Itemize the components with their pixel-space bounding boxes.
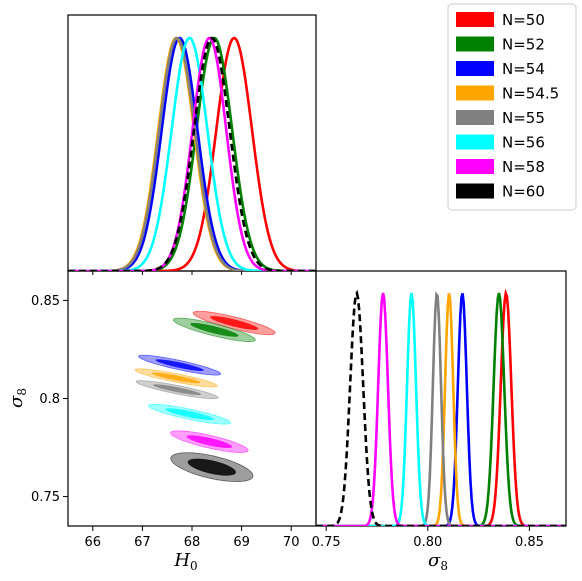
sigma8-curve-n-55 [316,291,566,526]
contour-inner-n-52 [190,322,239,337]
legend-label-n-54-5: N=54.5 [502,85,559,103]
panel-joint-H0-sigma8 [67,270,317,527]
H0-curve-n-60 [68,36,316,271]
x-axis-label-H0: H0 [173,550,197,573]
y-tick-label-sigma8: 0.85 [31,294,60,309]
contour-inner-n-50 [210,316,259,330]
H0-marginal-curves [68,36,316,271]
x-tick-label-H0: 69 [233,535,250,550]
contour-inner-n-54-5 [152,372,201,384]
legend-swatch-n-54 [456,61,494,76]
y-tick-label-sigma8: 0.75 [31,490,60,505]
sigma8-curve-n-54-5 [316,292,566,526]
legend-frame [447,3,577,211]
legend-label-n-55: N=55 [502,109,545,127]
legend-label-n-54: N=54 [502,60,545,78]
legend-label-n-50: N=50 [502,11,545,29]
legend-swatch-n-50 [456,12,494,27]
legend-label-n-52: N=52 [502,36,545,54]
contour-inner-n-55 [153,384,202,395]
legend-swatch-n-52 [456,36,494,52]
y-tick-label-sigma8: 0.8 [39,392,60,407]
legend-label-n-56: N=56 [502,134,545,152]
x-axis-label-sigma8: σ8 [428,550,448,573]
contour-inner-n-56 [165,408,214,421]
legend-swatch-n-60 [456,183,494,199]
contour-inner-n-60 [187,458,236,476]
legend-swatch-n-54-5 [456,85,494,101]
sigma8-curve-n-60 [316,289,566,526]
legend-swatch-n-58 [456,159,494,174]
legend-swatch-n-56 [456,134,494,150]
x-tick-label-H0: 68 [184,535,201,550]
x-tick-label-sigma8: 0.75 [312,535,341,550]
x-tick-label-H0: 67 [134,535,151,550]
sigma8-marginal-curves [316,288,566,526]
H0-curve-n-58 [68,36,316,271]
joint-contours [134,310,276,482]
legend: N=50 N=52 N=54 N=54.5 N=55 N=56 N=58 N=60 [447,3,577,211]
axis-ticks: 66 67 68 69 70 0.75 0.80 0.85 0.75 0.8 0.85 [31,271,544,550]
y-axis-label-sigma8: σ8 [6,388,29,408]
legend-swatch-n-55 [456,110,494,125]
x-tick-label-sigma8: 0.85 [515,535,544,550]
H0-curve-n-50 [68,36,316,271]
legend-label-n-58: N=58 [502,158,545,176]
contour-inner-n-54 [155,359,204,371]
legend-label-n-60: N=60 [502,183,545,201]
x-tick-label-sigma8: 0.80 [413,535,442,550]
contour-inner-n-58 [186,435,233,449]
x-tick-label-H0: 66 [85,535,102,550]
x-tick-label-H0: 70 [283,535,300,550]
